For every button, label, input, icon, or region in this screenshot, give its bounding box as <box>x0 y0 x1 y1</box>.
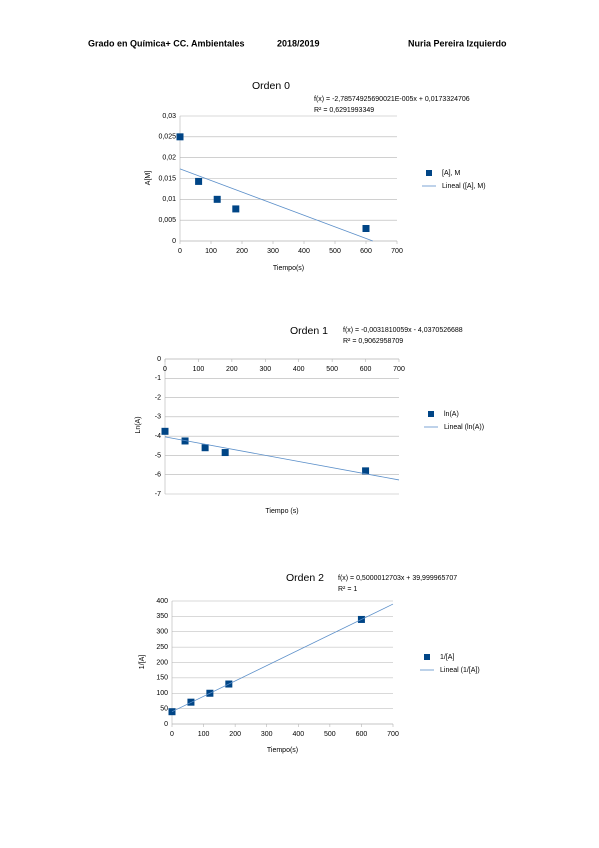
y-tick-label: 0,02 <box>162 155 176 162</box>
header-left: Grado en Química+ CC. Ambientales <box>88 38 244 48</box>
x-tick-label: 200 <box>229 731 241 738</box>
r-squared: R² = 0,9062958709 <box>343 338 403 345</box>
chart-title: Orden 1 <box>290 325 328 337</box>
y-tick-label: 250 <box>156 644 168 651</box>
legend-marker <box>426 170 432 176</box>
y-tick-label: 150 <box>156 675 168 682</box>
x-tick-label: 0 <box>170 731 174 738</box>
data-point <box>232 205 240 213</box>
legend-label: Lineal (1/[A]) <box>440 667 480 674</box>
y-tick-label: -1 <box>155 375 161 382</box>
y-tick-label: 350 <box>156 613 168 620</box>
x-tick-label: 0 <box>178 248 182 255</box>
y-axis-label: 1/[A] <box>139 655 146 669</box>
x-tick-label: 700 <box>387 731 399 738</box>
x-tick-label: 400 <box>298 248 310 255</box>
y-tick-label: 0,01 <box>162 196 176 203</box>
x-tick-label: 600 <box>356 731 368 738</box>
x-tick-label: 500 <box>326 366 338 373</box>
y-tick-label: -7 <box>155 491 161 498</box>
y-axis-label: A[M] <box>145 171 152 185</box>
x-tick-label: 100 <box>205 248 217 255</box>
data-point <box>362 467 370 475</box>
data-point <box>213 195 221 203</box>
x-tick-label: 400 <box>292 731 304 738</box>
equation: f(x) = -2,78574925690021E-005x + 0,01733… <box>314 96 470 103</box>
header-middle: 2018/2019 <box>277 38 320 48</box>
y-tick-label: -5 <box>155 452 161 459</box>
x-tick-label: 400 <box>293 366 305 373</box>
x-tick-label: 200 <box>226 366 238 373</box>
y-tick-label: -3 <box>155 414 161 421</box>
y-tick-label: 300 <box>156 629 168 636</box>
x-tick-label: 0 <box>163 366 167 373</box>
x-axis-label: Tiempo(s) <box>267 747 298 754</box>
y-tick-label: 0,005 <box>158 217 176 224</box>
data-point <box>195 177 203 185</box>
y-tick-label: 100 <box>156 690 168 697</box>
equation: f(x) = -0,0031810059x - 4,0370526688 <box>343 327 463 334</box>
y-tick-label: 400 <box>156 598 168 605</box>
x-tick-label: 100 <box>193 366 205 373</box>
x-tick-label: 300 <box>261 731 273 738</box>
legend-marker <box>428 411 434 417</box>
y-tick-label: -6 <box>155 472 161 479</box>
data-point <box>176 133 184 141</box>
x-tick-label: 500 <box>324 731 336 738</box>
data-point <box>161 427 169 435</box>
y-tick-label: 0,03 <box>162 113 176 120</box>
legend-label: 1/[A] <box>440 654 454 661</box>
x-tick-label: 500 <box>329 248 341 255</box>
data-point <box>362 225 370 232</box>
r-squared: R² = 0,6291993349 <box>314 107 374 114</box>
header-right: Nuria Pereira Izquierdo <box>408 38 507 48</box>
r-squared: R² = 1 <box>338 586 357 593</box>
x-tick-label: 700 <box>393 366 405 373</box>
x-tick-label: 300 <box>267 248 279 255</box>
x-tick-label: 700 <box>391 248 403 255</box>
legend-marker <box>424 654 430 660</box>
y-tick-label: 50 <box>160 705 168 712</box>
y-tick-label: 0 <box>157 356 161 363</box>
data-point <box>221 449 229 457</box>
x-axis-label: Tiempo(s) <box>273 265 304 272</box>
legend-label: [A], M <box>442 170 460 177</box>
y-axis-label: Ln(A) <box>135 416 142 433</box>
x-tick-label: 600 <box>360 366 372 373</box>
x-tick-label: 100 <box>198 731 210 738</box>
y-tick-label: 0 <box>164 721 168 728</box>
equation: f(x) = 0,5000012703x + 39,999965707 <box>338 575 457 582</box>
y-tick-label: -2 <box>155 394 161 401</box>
trend-line <box>179 168 373 242</box>
y-tick-label: 0,025 <box>158 134 176 141</box>
x-tick-label: 300 <box>259 366 271 373</box>
data-point <box>201 444 209 452</box>
trend-line <box>171 603 394 713</box>
y-tick-label: 0,015 <box>158 175 176 182</box>
legend-label: Lineal (ln(A)) <box>444 424 484 431</box>
chart-title: Orden 0 <box>252 80 290 92</box>
y-tick-label: 0 <box>172 238 176 245</box>
legend-label: Lineal ([A], M) <box>442 183 486 190</box>
legend-label: ln(A) <box>444 411 459 418</box>
y-tick-label: 200 <box>156 659 168 666</box>
chart-title: Orden 2 <box>286 572 324 584</box>
trend-line <box>164 436 400 481</box>
x-tick-label: 600 <box>360 248 372 255</box>
x-tick-label: 200 <box>236 248 248 255</box>
x-axis-label: Tiempo (s) <box>265 508 298 515</box>
y-tick-label: -4 <box>155 433 161 440</box>
